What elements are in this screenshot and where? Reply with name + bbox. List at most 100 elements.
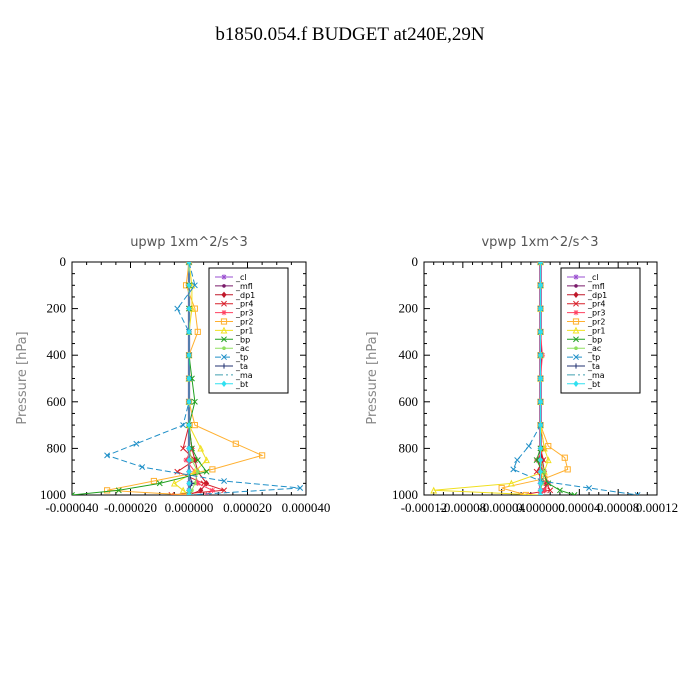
data-point [297,485,304,491]
legend-entry: _bp [235,335,250,344]
data-point [221,300,227,307]
y-axis-label: Pressure [hPa] [15,331,30,424]
data-point [191,282,198,289]
data-point [510,466,517,473]
data-point [537,456,544,464]
legend-entry: _pr1 [587,326,605,335]
series-bt [537,262,544,495]
legend-entry: _cl [587,273,599,282]
data-point [544,456,552,464]
data-point [186,480,192,487]
data-point [573,310,579,316]
data-point [556,487,563,494]
data-point [221,354,227,361]
legend: _cl_mfl_dp1_pr4_pr3_pr2_pr1_bp_ac_tp_ta_… [208,267,289,394]
data-point [174,305,181,312]
data-point [186,491,192,495]
panel-title: upwp 1xm^2/s^3 [130,235,248,250]
data-point [574,284,578,288]
figure-title: b1850.054.f BUDGET at240E,29N [215,24,485,45]
data-point [179,486,187,494]
data-point [522,491,530,495]
legend-entry: _dp1 [235,291,255,300]
y-tick-label: 800 [399,440,419,455]
legend-entry: _bt [587,380,600,389]
data-point [537,480,544,487]
y-tick-label: 600 [399,394,419,409]
x-tick-label: -0.00004 [478,500,525,515]
data-point [573,274,579,280]
data-point [133,440,140,447]
legend-entry: _ta [587,362,600,371]
x-tick-label: -0.00012 [401,500,448,515]
legend-entry: _mfl [587,282,605,291]
data-point [572,326,580,334]
data-point [195,480,201,486]
y-tick-label: 0 [60,254,67,269]
data-point [186,445,192,452]
data-point [537,352,544,359]
data-point [186,262,192,265]
data-point [537,328,544,336]
data-point [542,469,547,474]
panel-title: vpwp 1xm^2/s^3 [481,235,598,250]
data-point [537,398,544,405]
data-point [186,328,192,336]
data-point [545,480,552,487]
data-point [537,375,544,382]
data-point [186,262,192,266]
y-tick-label: 1000 [392,487,418,502]
data-point [186,282,192,289]
data-point [72,492,75,495]
data-point [498,484,505,492]
data-point [195,469,200,474]
data-point [430,486,438,494]
data-point [507,479,515,487]
data-point [186,421,192,429]
data-point [537,421,544,429]
data-point [221,363,227,369]
data-point [186,492,192,495]
legend-entry: _pr2 [587,318,605,327]
data-point [537,468,544,475]
data-point [221,487,228,494]
data-point [533,457,540,464]
data-point [572,318,580,325]
data-point [186,352,192,359]
data-point [186,487,192,494]
legend-entry: _pr2 [235,318,253,327]
data-point [191,398,198,405]
y-tick-label: 200 [399,301,419,316]
data-point [232,440,239,447]
x-tick-label: 0.00012 [636,500,678,515]
legend-entry: _tp [587,353,600,362]
data-point [222,346,226,351]
data-point [168,492,175,495]
x-tick-label: 0.000020 [223,500,272,515]
data-point [573,380,579,387]
legend-entry: _ma [587,371,605,380]
data-point [150,477,158,485]
x-tick-label: 0.000000 [165,500,214,515]
panel-upwp: upwp 1xm^2/s^3 Pressure [hPa] 0 200 400 600… [15,235,330,515]
data-point [537,282,544,289]
x-tick-label: 0.000040 [282,500,331,515]
data-point [221,274,227,280]
data-point [191,422,198,429]
data-point [573,363,579,369]
data-point [190,458,194,462]
data-point [537,491,544,495]
plot-area [430,262,641,495]
data-point [104,452,111,459]
data-point [573,300,579,307]
legend-entry: _bt [235,380,248,389]
legend-entry: _pr1 [235,326,253,335]
data-point [186,375,192,382]
data-point [203,456,210,464]
data-point [221,478,228,484]
legend-entry: _ta [235,362,248,371]
data-point [537,445,544,452]
data-point [525,443,532,450]
data-point [537,262,544,265]
data-point [221,380,227,387]
